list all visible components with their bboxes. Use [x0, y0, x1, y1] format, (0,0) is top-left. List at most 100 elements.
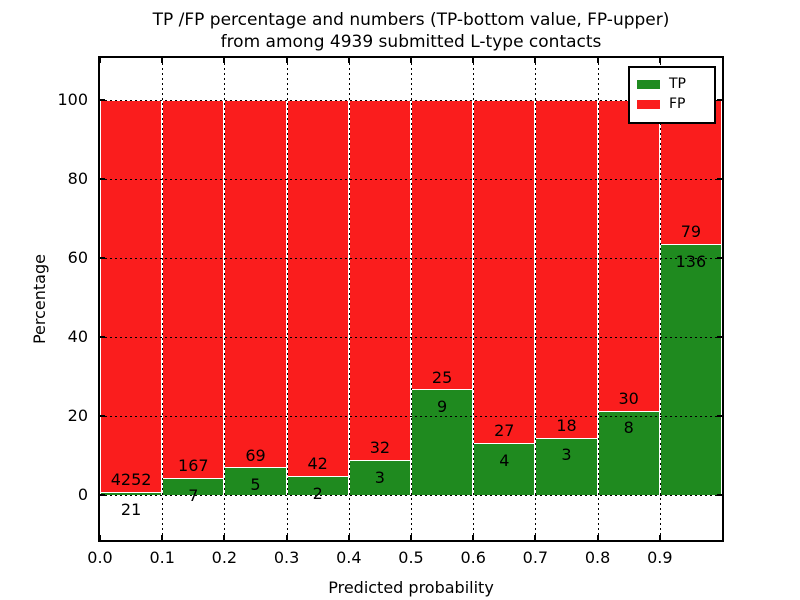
x-tick-bottom — [534, 535, 537, 540]
bar-segment-fp — [286, 99, 349, 477]
x-tick-label: 0.4 — [336, 548, 362, 567]
y-tick-label: 40 — [67, 326, 88, 346]
bar-label-tp: 2 — [312, 483, 323, 503]
bar-label-fp: 79 — [680, 222, 702, 242]
plot-inner: Percentage Predicted probability TP FP 4… — [30, 58, 722, 597]
x-tick-bottom — [347, 535, 350, 540]
x-tick-top — [534, 58, 537, 63]
x-tick-label: 0.7 — [522, 548, 549, 567]
bar-label-tp: 9 — [437, 396, 448, 416]
y-tick-left — [100, 177, 105, 180]
bar-segment-tp — [411, 390, 474, 495]
x-tick-label: 0.6 — [460, 548, 486, 567]
x-tick-bottom — [410, 535, 412, 540]
y-tick-left — [100, 493, 105, 496]
x-tick-top — [347, 58, 350, 63]
x-tick-label: 0.3 — [273, 548, 300, 567]
gridline-vertical — [286, 58, 288, 540]
bar-segment-fp — [535, 99, 598, 439]
bar-label-fp: 167 — [178, 456, 209, 476]
plot-area: Percentage Predicted probability TP FP 4… — [30, 56, 724, 597]
legend: TP FP — [628, 66, 716, 124]
x-tick-top — [410, 58, 412, 63]
y-tick-right — [717, 414, 722, 417]
chart-title-line2: from among 4939 submitted L-type contact… — [220, 32, 602, 52]
y-tick-left — [100, 414, 105, 417]
x-tick-top — [223, 58, 226, 63]
bar-label-tp: 3 — [561, 445, 572, 465]
y-tick-right — [717, 177, 722, 180]
y-tick-right — [717, 98, 722, 101]
bar-label-fp: 18 — [556, 415, 577, 435]
x-axis-label: Predicted probability — [328, 578, 494, 597]
bar-label-fp: 4252 — [110, 470, 152, 490]
gridline-vertical — [659, 58, 661, 540]
x-tick-top — [99, 58, 101, 63]
x-tick-bottom — [161, 535, 164, 540]
bar-label-fp: 27 — [494, 421, 515, 441]
bar-label-tp: 3 — [374, 467, 385, 487]
gridline-vertical — [411, 58, 412, 540]
bar-segment-fp — [411, 99, 474, 391]
bar-segment-tp — [597, 411, 660, 495]
y-tick-left — [100, 335, 105, 338]
y-tick-label: 80 — [67, 168, 88, 188]
gridline-vertical — [597, 58, 599, 540]
bar-label-tp: 7 — [188, 485, 199, 505]
bar-segment-fp — [224, 99, 287, 469]
gridline-vertical — [162, 58, 164, 540]
x-tick-label: 0.9 — [647, 548, 673, 567]
x-tick-label: 0.1 — [149, 548, 175, 567]
y-tick-label: 0 — [77, 484, 88, 504]
x-tick-bottom — [99, 535, 101, 540]
x-tick-bottom — [285, 535, 288, 540]
y-tick-label: 20 — [67, 405, 88, 425]
x-tick-label: 0.0 — [87, 548, 113, 567]
bar-label-fp: 25 — [431, 367, 453, 387]
bar-label-fp: 32 — [369, 438, 391, 458]
legend-item-fp: FP — [637, 96, 707, 113]
x-tick-label: 0.2 — [211, 548, 238, 567]
y-tick-left — [100, 256, 105, 259]
gridline-vertical — [473, 58, 475, 540]
bar-segment-fp — [348, 99, 411, 462]
legend-label-fp: FP — [669, 96, 686, 112]
x-tick-top — [658, 58, 661, 63]
y-tick-right — [717, 335, 722, 338]
chart-title-line1: TP /FP percentage and numbers (TP-bottom… — [152, 10, 670, 30]
bar-label-tp: 5 — [250, 474, 261, 494]
bar-segment-tp — [224, 468, 287, 495]
y-tick-right — [717, 493, 722, 496]
bar-segment-tp — [535, 438, 598, 495]
bar-label-tp: 21 — [120, 499, 142, 519]
gridline-vertical — [535, 58, 537, 540]
y-tick-right — [717, 256, 722, 259]
y-tick-label: 60 — [67, 247, 88, 267]
legend-label-tp: TP — [669, 76, 686, 92]
bar-segment-fp — [659, 99, 722, 246]
bar-label-fp: 42 — [307, 454, 328, 474]
gridline-vertical — [348, 58, 350, 540]
bar-label-tp: 4 — [499, 450, 510, 470]
x-tick-top — [472, 58, 475, 63]
bar-label-fp: 30 — [618, 389, 639, 409]
x-tick-bottom — [223, 535, 226, 540]
x-tick-top — [161, 58, 164, 63]
bar-segment-tp — [659, 245, 722, 495]
bar-segment-fp — [100, 99, 163, 493]
bar-segment-fp — [162, 99, 225, 480]
bar-label-tp: 8 — [623, 418, 634, 438]
x-tick-label: 0.5 — [398, 548, 424, 567]
tp-swatch-icon — [637, 80, 660, 89]
x-tick-bottom — [658, 535, 661, 540]
y-tick-label: 100 — [57, 89, 88, 109]
x-tick-top — [596, 58, 599, 63]
y-axis-label: Percentage — [30, 254, 49, 345]
x-tick-top — [285, 58, 288, 63]
x-tick-bottom — [472, 535, 475, 540]
gridline-vertical — [224, 58, 226, 540]
y-tick-left — [100, 98, 105, 101]
x-tick-label: 0.8 — [584, 548, 611, 567]
bar-label-fp: 69 — [245, 445, 266, 465]
